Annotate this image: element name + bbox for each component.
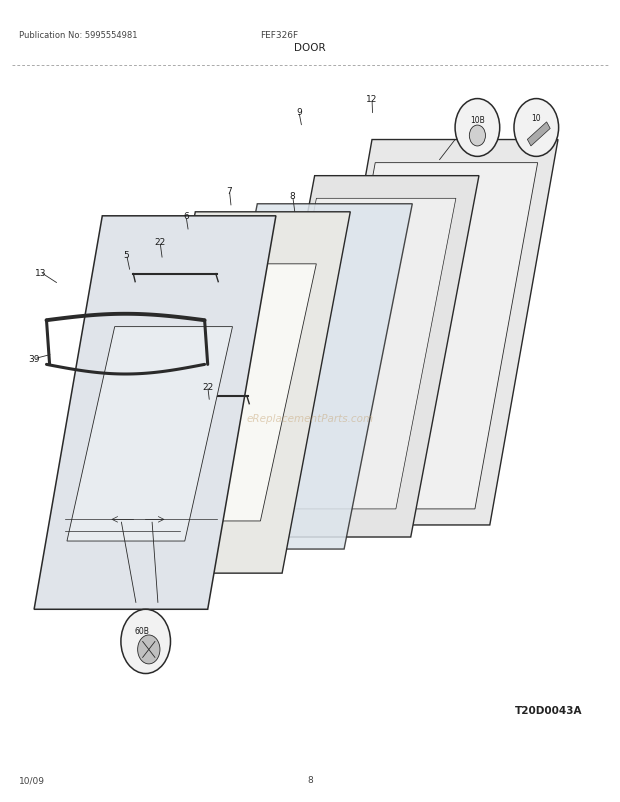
Text: 8: 8 (307, 776, 313, 784)
Text: Publication No: 5995554981: Publication No: 5995554981 (19, 30, 137, 39)
Polygon shape (304, 140, 558, 525)
Text: 22: 22 (154, 237, 166, 247)
Text: 60B: 60B (135, 626, 149, 635)
Text: 5: 5 (123, 250, 130, 260)
Circle shape (514, 99, 559, 157)
Text: 13: 13 (35, 268, 46, 277)
Text: 39: 39 (29, 354, 40, 364)
Polygon shape (257, 199, 456, 509)
Polygon shape (34, 217, 276, 610)
Text: 22: 22 (202, 382, 213, 391)
Text: 10/09: 10/09 (19, 776, 45, 784)
Circle shape (469, 126, 485, 147)
Text: 9: 9 (296, 107, 302, 117)
Text: eReplacementParts.com: eReplacementParts.com (246, 414, 374, 423)
Text: 7: 7 (226, 186, 232, 196)
Polygon shape (127, 213, 350, 573)
Text: DOOR: DOOR (294, 43, 326, 53)
Polygon shape (143, 265, 316, 521)
Text: 6: 6 (183, 212, 189, 221)
Circle shape (455, 99, 500, 157)
Text: 10B: 10B (470, 115, 485, 125)
Circle shape (121, 610, 170, 674)
Polygon shape (312, 164, 538, 509)
Text: 10: 10 (531, 114, 541, 124)
Polygon shape (528, 123, 550, 147)
Circle shape (138, 635, 160, 664)
Text: T20D0043A: T20D0043A (515, 706, 583, 715)
Text: 8: 8 (290, 192, 296, 201)
Polygon shape (67, 327, 232, 541)
Polygon shape (247, 176, 479, 537)
Text: FEF326F: FEF326F (260, 30, 298, 39)
Text: 12: 12 (366, 95, 378, 104)
Polygon shape (189, 205, 412, 549)
